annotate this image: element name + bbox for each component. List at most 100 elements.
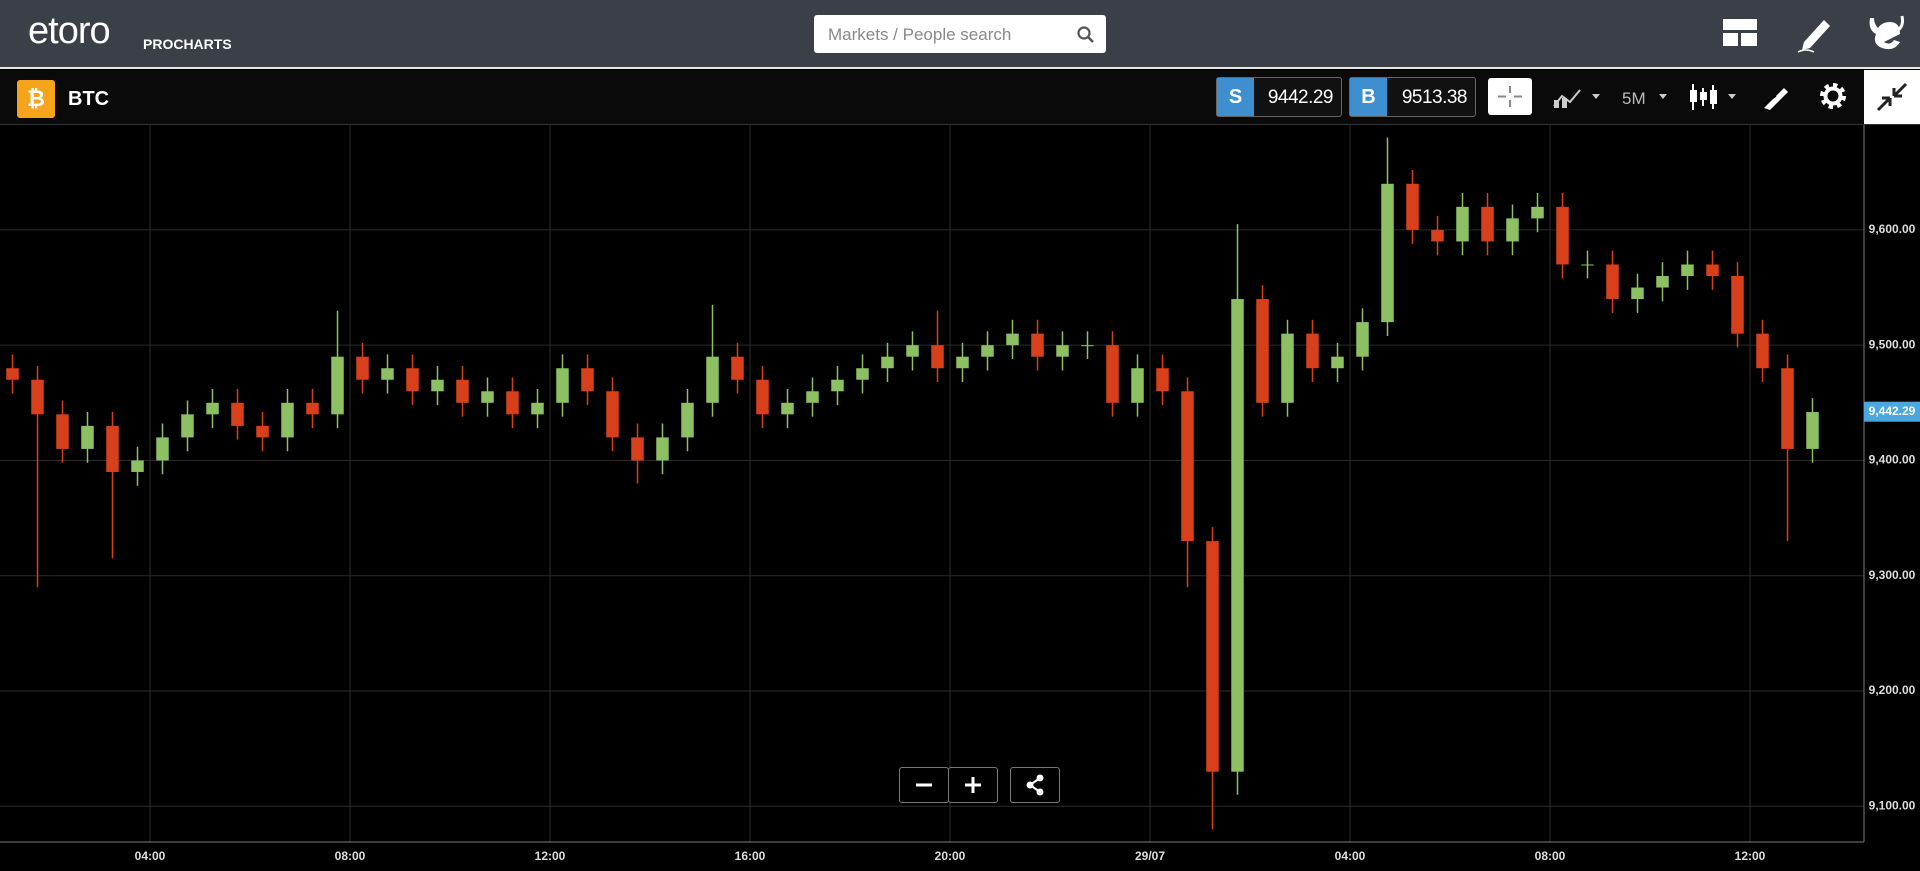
collapse-button[interactable] — [1864, 70, 1920, 124]
candle-body — [656, 437, 669, 461]
candle-body — [956, 356, 969, 369]
candle-body — [1131, 368, 1144, 403]
y-tick-label: 9,600.00 — [1869, 222, 1916, 236]
x-tick-label: 20:00 — [935, 849, 966, 863]
layout-icon[interactable] — [1723, 19, 1757, 47]
candle-body — [406, 368, 419, 392]
edit-icon[interactable] — [1796, 14, 1834, 54]
candle-body — [156, 437, 169, 461]
price-marker — [1864, 401, 1920, 422]
candle-body — [281, 402, 294, 438]
candle-body — [1006, 333, 1019, 346]
candle-body — [1731, 276, 1744, 334]
product-name: PROCHARTS — [143, 36, 232, 52]
candle-body — [981, 345, 994, 357]
x-tick-label: 08:00 — [335, 849, 366, 863]
candle-body — [1506, 218, 1519, 242]
candle-body — [1356, 322, 1369, 357]
candle-body — [1656, 276, 1669, 288]
candle-body — [481, 391, 494, 403]
crosshair-button[interactable] — [1488, 78, 1532, 115]
candle-body — [831, 379, 844, 392]
search-icon — [1077, 26, 1094, 43]
x-tick-label: 12:00 — [535, 849, 566, 863]
candle-body — [581, 368, 594, 392]
candle-body — [1381, 183, 1394, 323]
candle-body — [556, 368, 569, 403]
zoom-in-button[interactable] — [948, 767, 998, 803]
sell-button[interactable]: S 9442.29 — [1216, 77, 1342, 117]
candle-body — [531, 402, 544, 415]
drawing-tools-button[interactable] — [1762, 84, 1790, 110]
y-tick-label: 9,200.00 — [1869, 683, 1916, 697]
candle-body — [1806, 412, 1819, 449]
candle-body — [1406, 183, 1419, 230]
candle-body — [106, 425, 119, 472]
zoom-out-icon — [916, 783, 932, 787]
search-box[interactable]: Markets / People search — [814, 15, 1106, 53]
header: etoro PROCHARTS Markets / People search — [0, 0, 1920, 69]
candle-body — [1756, 333, 1769, 369]
candle-body — [506, 391, 519, 415]
candle-body — [231, 402, 244, 426]
instrument-icon: ₿ — [17, 80, 55, 118]
candle-body — [431, 379, 444, 392]
instrument-name: BTC — [68, 88, 110, 110]
etoro-icon[interactable] — [1866, 14, 1906, 52]
candle-body — [181, 414, 194, 438]
settings-button[interactable] — [1819, 82, 1847, 110]
candle-body — [331, 356, 344, 415]
candle-body — [81, 425, 94, 449]
price-chart: 9,100.00 9,200.00 9,300.00 9,400.00 9,500.00… — [0, 125, 1920, 863]
candle-body — [1481, 206, 1494, 242]
buy-label: B — [1350, 78, 1387, 116]
buy-button[interactable]: B 9513.38 — [1349, 77, 1476, 117]
candle-body — [631, 437, 644, 461]
x-tick-label: 12:00 — [1735, 849, 1766, 863]
candle-body — [1206, 541, 1219, 772]
price-marker-label: 9,442.29 — [1869, 404, 1916, 418]
candle-body — [856, 368, 869, 380]
candle-body — [1456, 206, 1469, 242]
search-placeholder: Markets / People search — [828, 25, 1012, 44]
candle-body — [56, 414, 69, 449]
candle-body — [1631, 287, 1644, 300]
candle-body — [706, 356, 719, 403]
sell-price: 9442.29 — [1267, 87, 1334, 108]
candle-body — [931, 345, 944, 369]
y-tick-label: 9,400.00 — [1869, 453, 1916, 467]
sell-label: S — [1217, 78, 1254, 116]
share-icon — [1026, 774, 1044, 796]
candle-body — [606, 391, 619, 438]
candle-body — [256, 425, 269, 438]
candle-body — [1781, 368, 1794, 449]
x-tick-label: 08:00 — [1535, 849, 1566, 863]
candle-body — [1581, 264, 1594, 266]
candle-body — [1281, 333, 1294, 403]
logo[interactable]: etoro — [28, 10, 111, 52]
candle-body — [456, 379, 469, 403]
candle-body — [381, 368, 394, 380]
share-button[interactable] — [1010, 767, 1060, 803]
candle-body — [1031, 333, 1044, 357]
candle-body — [731, 356, 744, 380]
candle-body — [1156, 368, 1169, 392]
candle-body — [1106, 345, 1119, 403]
zoom-out-button[interactable] — [899, 767, 949, 803]
candle-body — [206, 402, 219, 415]
x-tick-label: 04:00 — [1335, 849, 1366, 863]
buy-price: 9513.38 — [1401, 87, 1468, 108]
timeframe-caret — [1659, 94, 1667, 99]
x-tick-label: 29/07 — [1135, 849, 1165, 863]
candle-body — [1056, 345, 1069, 357]
candle-body — [1681, 264, 1694, 277]
x-tick-label: 16:00 — [735, 849, 766, 863]
y-tick-label: 9,100.00 — [1869, 798, 1916, 812]
chart-type-button[interactable] — [1688, 82, 1740, 112]
candle-body — [131, 460, 144, 472]
y-tick-label: 9,500.00 — [1869, 337, 1916, 351]
indicators-button[interactable] — [1552, 84, 1602, 110]
candle-body — [6, 368, 19, 380]
timeframe-button[interactable]: 5M — [1622, 89, 1646, 108]
